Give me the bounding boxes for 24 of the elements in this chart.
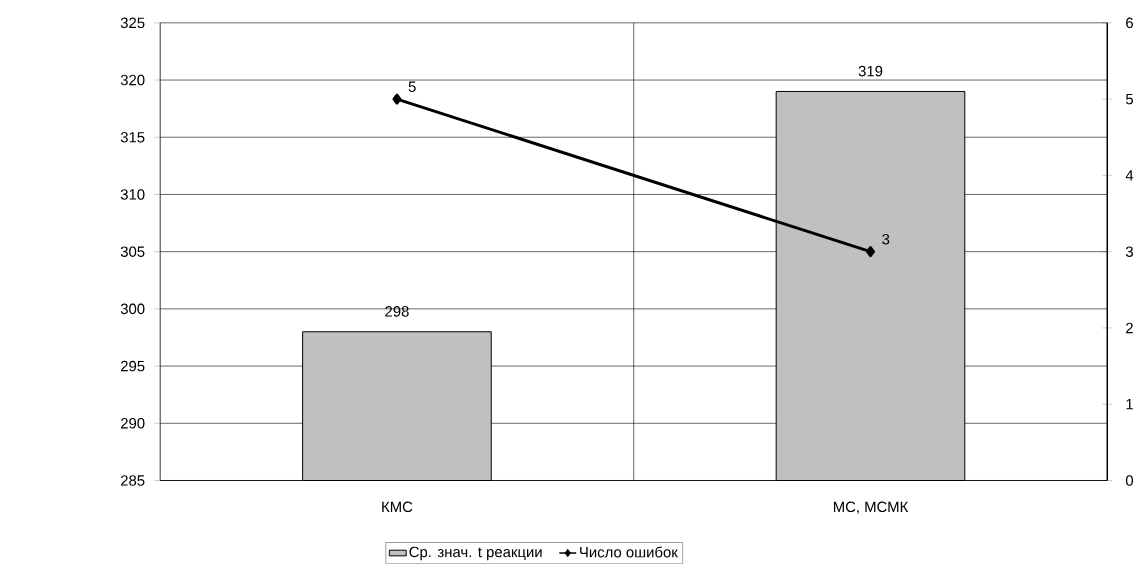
y-tick-label: 325 <box>120 17 145 29</box>
data-label: 319 <box>858 65 883 77</box>
x-tick-label: МС, МСМК <box>833 501 909 514</box>
y2-tick-label: 3 <box>1125 246 1133 258</box>
data-label: 298 <box>385 306 409 317</box>
data-label: 3 <box>882 234 890 245</box>
y-tick-label: 295 <box>120 360 145 372</box>
y2-tick-label: 0 <box>1125 475 1134 486</box>
y2-tick-label: 2 <box>1126 322 1133 334</box>
y2-tick-label: 1 <box>1126 399 1133 410</box>
x-tick-label: КМС <box>382 501 413 513</box>
y-tick-label: 315 <box>120 132 145 143</box>
data-label: 5 <box>408 81 416 93</box>
y2-tick-label: 6 <box>1126 17 1133 29</box>
y2-tick-label: 5 <box>1125 94 1133 105</box>
y2-tick-label: 4 <box>1125 170 1134 181</box>
y-tick-label: 300 <box>120 303 145 315</box>
legend-label: Число ошибок <box>580 546 678 558</box>
legend-label: Ср. знач. t реакции <box>409 546 542 561</box>
y-tick-label: 305 <box>120 246 145 258</box>
y-tick-label: 320 <box>120 74 145 86</box>
y-tick-label: 290 <box>120 418 145 429</box>
y-tick-label: 310 <box>120 189 145 200</box>
y-tick-label: 285 <box>120 475 145 486</box>
